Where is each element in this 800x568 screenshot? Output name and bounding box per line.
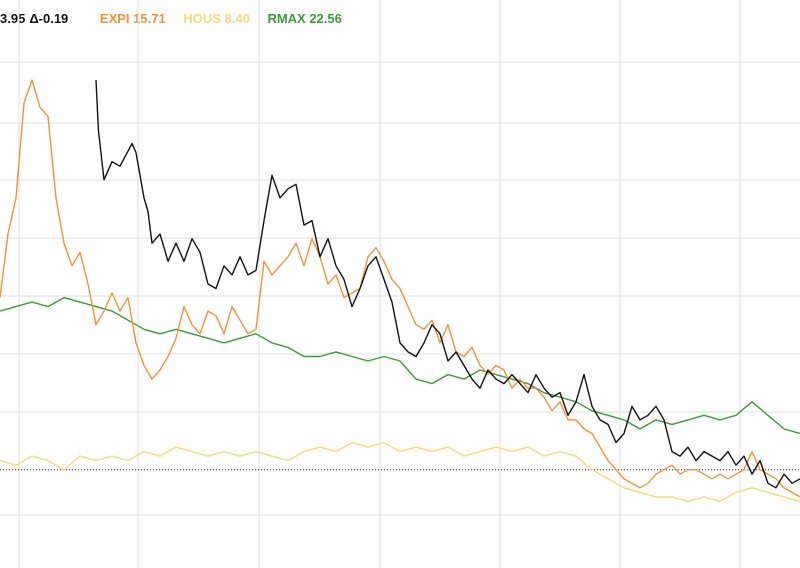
legend-primary-change: Δ-0.19: [29, 11, 69, 26]
series-line-hous: [0, 441, 800, 503]
legend-entry-expi: EXPI 15.71: [99, 11, 166, 26]
legend-entry-rmax: RMAX 22.56: [267, 11, 342, 26]
legend-entry-hous: HOUS 8.40: [183, 11, 250, 26]
chart-legend: 3.95 Δ-0.19 EXPI 15.71 HOUS 8.40 RMAX 22.…: [0, 11, 356, 31]
series-line-expi: [0, 79, 800, 498]
series-line-primary: [95, 80, 800, 489]
series-line-rmax: [0, 296, 800, 435]
